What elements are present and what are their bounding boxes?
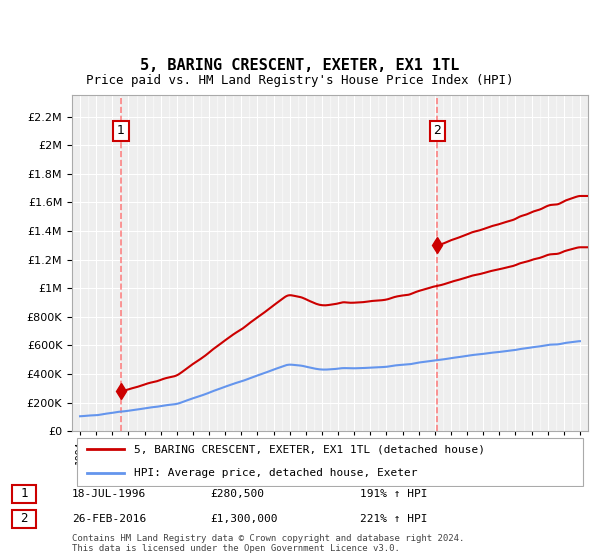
- Bar: [427, 95, 443, 431]
- Bar: [508, 95, 523, 431]
- Text: 221% ↑ HPI: 221% ↑ HPI: [360, 514, 427, 524]
- Text: 26-FEB-2016: 26-FEB-2016: [72, 514, 146, 524]
- Bar: [572, 95, 588, 431]
- Bar: [265, 95, 281, 431]
- Text: 18-JUL-1996: 18-JUL-1996: [72, 489, 146, 499]
- Bar: [410, 95, 427, 431]
- Bar: [137, 95, 152, 431]
- Text: 1: 1: [20, 487, 28, 501]
- Bar: [362, 95, 379, 431]
- Text: 1: 1: [117, 124, 125, 137]
- Bar: [169, 95, 185, 431]
- Bar: [250, 95, 265, 431]
- Bar: [491, 95, 508, 431]
- Bar: [72, 95, 88, 431]
- Bar: [217, 95, 233, 431]
- Bar: [346, 95, 362, 431]
- Bar: [330, 95, 346, 431]
- FancyBboxPatch shape: [12, 485, 36, 503]
- Bar: [233, 95, 250, 431]
- Bar: [556, 95, 572, 431]
- Bar: [523, 95, 539, 431]
- Bar: [298, 95, 314, 431]
- Bar: [475, 95, 491, 431]
- Bar: [379, 95, 395, 431]
- Text: 2: 2: [433, 124, 441, 137]
- Bar: [185, 95, 201, 431]
- Text: Price paid vs. HM Land Registry's House Price Index (HPI): Price paid vs. HM Land Registry's House …: [86, 74, 514, 87]
- Bar: [395, 95, 410, 431]
- Text: £280,500: £280,500: [210, 489, 264, 499]
- Text: £1,300,000: £1,300,000: [210, 514, 277, 524]
- Bar: [56, 95, 72, 431]
- Text: 5, BARING CRESCENT, EXETER, EX1 1TL: 5, BARING CRESCENT, EXETER, EX1 1TL: [140, 58, 460, 73]
- Bar: [201, 95, 217, 431]
- Bar: [104, 95, 121, 431]
- Bar: [314, 95, 330, 431]
- Bar: [281, 95, 298, 431]
- Bar: [459, 95, 475, 431]
- Bar: [539, 95, 556, 431]
- FancyBboxPatch shape: [77, 438, 583, 486]
- Text: 5, BARING CRESCENT, EXETER, EX1 1TL (detached house): 5, BARING CRESCENT, EXETER, EX1 1TL (det…: [134, 445, 485, 454]
- Text: Contains HM Land Registry data © Crown copyright and database right 2024.
This d: Contains HM Land Registry data © Crown c…: [72, 534, 464, 553]
- Bar: [88, 95, 104, 431]
- Text: 191% ↑ HPI: 191% ↑ HPI: [360, 489, 427, 499]
- Text: 2: 2: [20, 512, 28, 525]
- Bar: [443, 95, 459, 431]
- Bar: [121, 95, 137, 431]
- Text: HPI: Average price, detached house, Exeter: HPI: Average price, detached house, Exet…: [134, 468, 418, 478]
- FancyBboxPatch shape: [12, 510, 36, 528]
- Bar: [152, 95, 169, 431]
